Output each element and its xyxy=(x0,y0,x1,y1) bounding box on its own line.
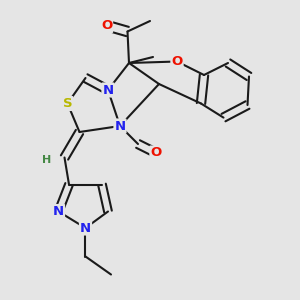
Text: N: N xyxy=(80,221,91,235)
Text: H: H xyxy=(42,154,51,165)
Text: N: N xyxy=(114,119,126,133)
Text: N: N xyxy=(102,83,114,97)
Text: O: O xyxy=(150,146,162,160)
Text: S: S xyxy=(63,97,72,110)
Text: O: O xyxy=(171,55,183,68)
Text: O: O xyxy=(101,19,112,32)
Text: N: N xyxy=(53,205,64,218)
